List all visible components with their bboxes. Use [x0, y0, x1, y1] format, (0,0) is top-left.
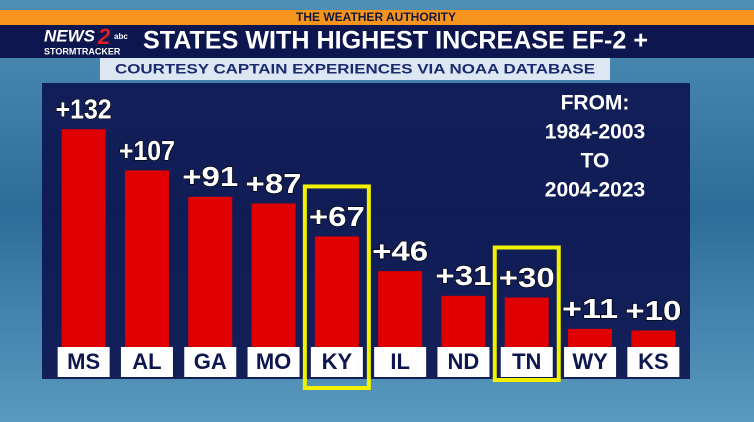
x-tick-label: GA	[194, 349, 227, 374]
logo-channel: 2	[97, 24, 111, 49]
bar	[631, 330, 676, 347]
highlight-box	[492, 245, 561, 382]
subtitle-bar	[100, 58, 610, 80]
x-tick-label: ND	[448, 349, 480, 374]
category-box	[184, 347, 237, 377]
value-label: +67	[309, 201, 365, 232]
category-box	[564, 347, 617, 377]
logo	[40, 27, 138, 57]
value-label: +87	[246, 168, 302, 199]
value-label: +31	[435, 260, 491, 291]
plot: +132 MS +107 AL +91 GA +87 MO +67 KY +46 IL +31 ND +30…	[55, 93, 682, 390]
highlight-box	[302, 184, 371, 390]
tagline: THE WEATHER AUTHORITY	[296, 10, 456, 24]
bar	[504, 297, 549, 347]
bar	[188, 196, 233, 347]
annotation-line: 1984-2003	[545, 121, 645, 144]
value-label: +46	[372, 235, 428, 266]
annotation-line: FROM:	[561, 92, 630, 115]
bar	[124, 170, 169, 347]
value-label: +11	[562, 293, 618, 324]
tagline-bar	[0, 10, 754, 25]
annotation-line: TO	[581, 150, 610, 173]
category-box	[374, 347, 427, 377]
category-box	[310, 347, 363, 377]
x-tick-label: KY	[322, 349, 353, 374]
logo-news: NEWS	[44, 26, 96, 45]
annotation: FROM: 1984-2003 TO 2004-2023	[545, 92, 645, 202]
chart-title: STATES WITH HIGHEST INCREASE EF-2 +	[143, 27, 648, 55]
value-label: +132	[56, 94, 112, 125]
x-tick-label: MS	[67, 349, 100, 374]
value-label: +91	[182, 161, 238, 192]
x-tick-label: WY	[572, 349, 608, 374]
x-tick-label: KS	[638, 349, 669, 374]
x-tick-label: AL	[132, 349, 161, 374]
logo-network: abc	[114, 32, 128, 41]
annotation-line: 2004-2023	[545, 179, 645, 202]
value-label: +10	[625, 295, 681, 326]
category-box	[627, 347, 680, 377]
bar	[251, 203, 296, 347]
value-label: +107	[119, 135, 175, 166]
category-box	[247, 347, 300, 377]
bar	[314, 236, 359, 347]
bar	[378, 271, 423, 347]
category-box	[120, 347, 173, 377]
category-box	[500, 347, 553, 377]
chart-subtitle: COURTESY CAPTAIN EXPERIENCES VIA NOAA DA…	[115, 61, 595, 77]
category-box	[437, 347, 490, 377]
bar	[568, 328, 613, 347]
x-tick-label: TN	[512, 349, 541, 374]
x-tick-label: IL	[390, 349, 410, 374]
value-label: +30	[499, 262, 555, 293]
bar	[61, 129, 106, 347]
x-tick-label: MO	[256, 349, 291, 374]
logo-brand: STORMTRACKER	[44, 46, 121, 56]
bar	[441, 295, 486, 347]
category-box	[57, 347, 110, 377]
